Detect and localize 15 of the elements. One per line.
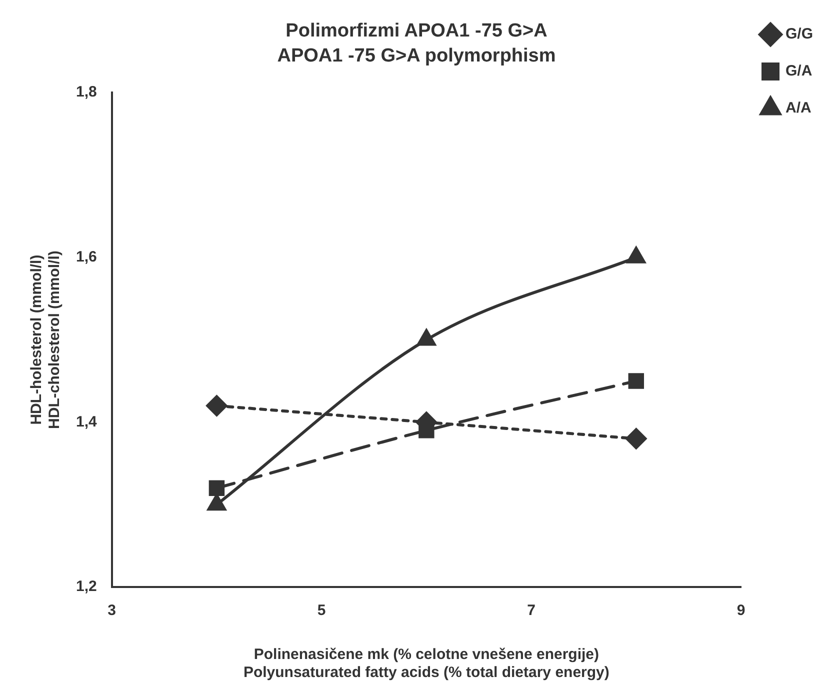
y-tick-label: 1,4: [76, 413, 98, 430]
y-axis-title: HDL-holesterol (mmol/l) HDL-cholesterol (mmol/l): [28, 250, 64, 429]
x-tick-label: 3: [108, 602, 116, 620]
x-tick-label: 9: [736, 602, 746, 620]
chart-title: Polimorfizmi APOA1 -75 G>A: [286, 20, 548, 42]
chart-subtitle: APOA1 -75 G>A polymorphism: [277, 45, 556, 66]
x-tick-label: 5: [317, 602, 326, 620]
x-tick-label: 7: [527, 602, 536, 620]
legend-label: G/G: [786, 26, 814, 43]
legend-label: A/A: [786, 100, 812, 117]
y-tick-label: 1,6: [76, 248, 97, 266]
legend-label: G/A: [786, 62, 812, 80]
x-axis-title: Polinenasičene mk (% celotne vnešene energije) Polyunsaturated fatty acids (% total dietary energy): [243, 646, 610, 682]
y-tick-label: 1,8: [76, 84, 97, 101]
y-tick-label: 1,2: [76, 578, 97, 596]
